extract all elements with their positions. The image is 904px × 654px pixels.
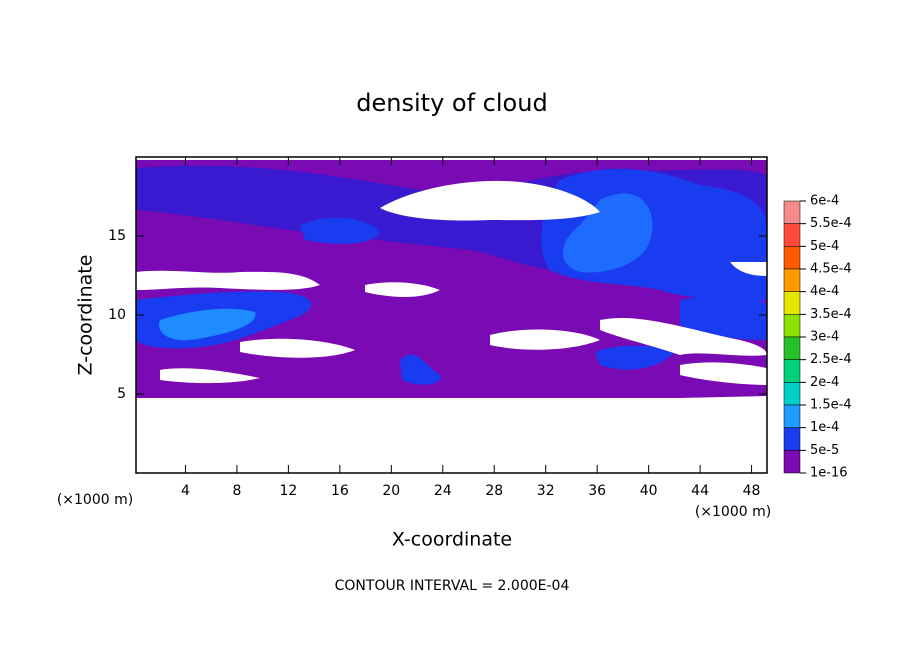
- y-unit-label: (×1000 m): [57, 492, 133, 508]
- x-tick-label: 44: [691, 483, 709, 499]
- contour-gap: [380, 180, 600, 221]
- colorbar-swatch: [783, 223, 801, 247]
- colorbar-label: 1.5e-4: [810, 398, 852, 413]
- contour-fill: [159, 308, 256, 341]
- x-tick-label: 24: [434, 483, 452, 499]
- colorbar-swatch: [783, 200, 801, 224]
- contour-gap: [730, 262, 767, 276]
- x-tick-label: 16: [331, 483, 349, 499]
- x-tick-label: 40: [640, 483, 658, 499]
- colorbar-swatch: [783, 404, 801, 428]
- colorbar-swatch: [783, 359, 801, 383]
- colorbar-label: 4e-4: [810, 284, 839, 299]
- colorbar-label: 3.5e-4: [810, 307, 852, 322]
- x-tick-label: 36: [588, 483, 606, 499]
- colorbar-label: 1e-16: [810, 466, 848, 481]
- y-axis-label: Z-coordinate: [75, 255, 97, 376]
- y-tick-label: 5: [117, 386, 126, 402]
- colorbar-swatch: [783, 450, 801, 474]
- y-tick-label: 10: [108, 307, 126, 323]
- y-tick-label: 15: [108, 228, 126, 244]
- colorbar-label: 5e-4: [810, 239, 839, 254]
- x-tick-label: 8: [232, 483, 241, 499]
- contour-fill: [400, 354, 441, 385]
- colorbar-label: 2.5e-4: [810, 352, 852, 367]
- colorbar-label: 5e-5: [810, 443, 839, 458]
- footnote: CONTOUR INTERVAL = 2.000E-04: [335, 578, 570, 594]
- contour-field: [136, 160, 767, 398]
- x-tick-label: 4: [181, 483, 190, 499]
- colorbar-label: 5.5e-4: [810, 216, 852, 231]
- colorbar-label: 1e-4: [810, 420, 839, 435]
- colorbar-swatch: [783, 314, 801, 338]
- contour-gap: [365, 282, 440, 297]
- colorbar-swatch: [783, 382, 801, 406]
- colorbar-label: 3e-4: [810, 330, 839, 345]
- colorbar-label: 4.5e-4: [810, 262, 852, 277]
- x-tick-label: 28: [485, 483, 503, 499]
- contour-gap: [136, 270, 320, 290]
- x-tick-label: 12: [279, 483, 297, 499]
- colorbar-swatch: [783, 336, 801, 360]
- contour-gap: [160, 368, 260, 384]
- contour-fill: [300, 217, 380, 244]
- colorbar-swatch: [783, 291, 801, 315]
- contour-gap: [600, 318, 767, 356]
- x-axis-label: X-coordinate: [392, 529, 512, 551]
- colorbar-swatch: [783, 246, 801, 270]
- colorbar-swatch: [783, 268, 801, 292]
- x-tick-label: 20: [382, 483, 400, 499]
- contour-fill: [680, 295, 767, 340]
- contour-fill: [595, 345, 675, 370]
- colorbar-label: 6e-4: [810, 194, 839, 209]
- colorbar-swatch: [783, 427, 801, 451]
- contour-gap: [490, 329, 600, 350]
- contour-gap: [680, 362, 767, 385]
- x-unit-label: (×1000 m): [695, 504, 771, 520]
- contour-gap: [240, 338, 355, 358]
- colorbar-label: 2e-4: [810, 375, 839, 390]
- x-tick-label: 48: [743, 483, 761, 499]
- x-tick-label: 32: [537, 483, 555, 499]
- chart-title: density of cloud: [356, 89, 547, 117]
- contour-fill: [563, 193, 653, 273]
